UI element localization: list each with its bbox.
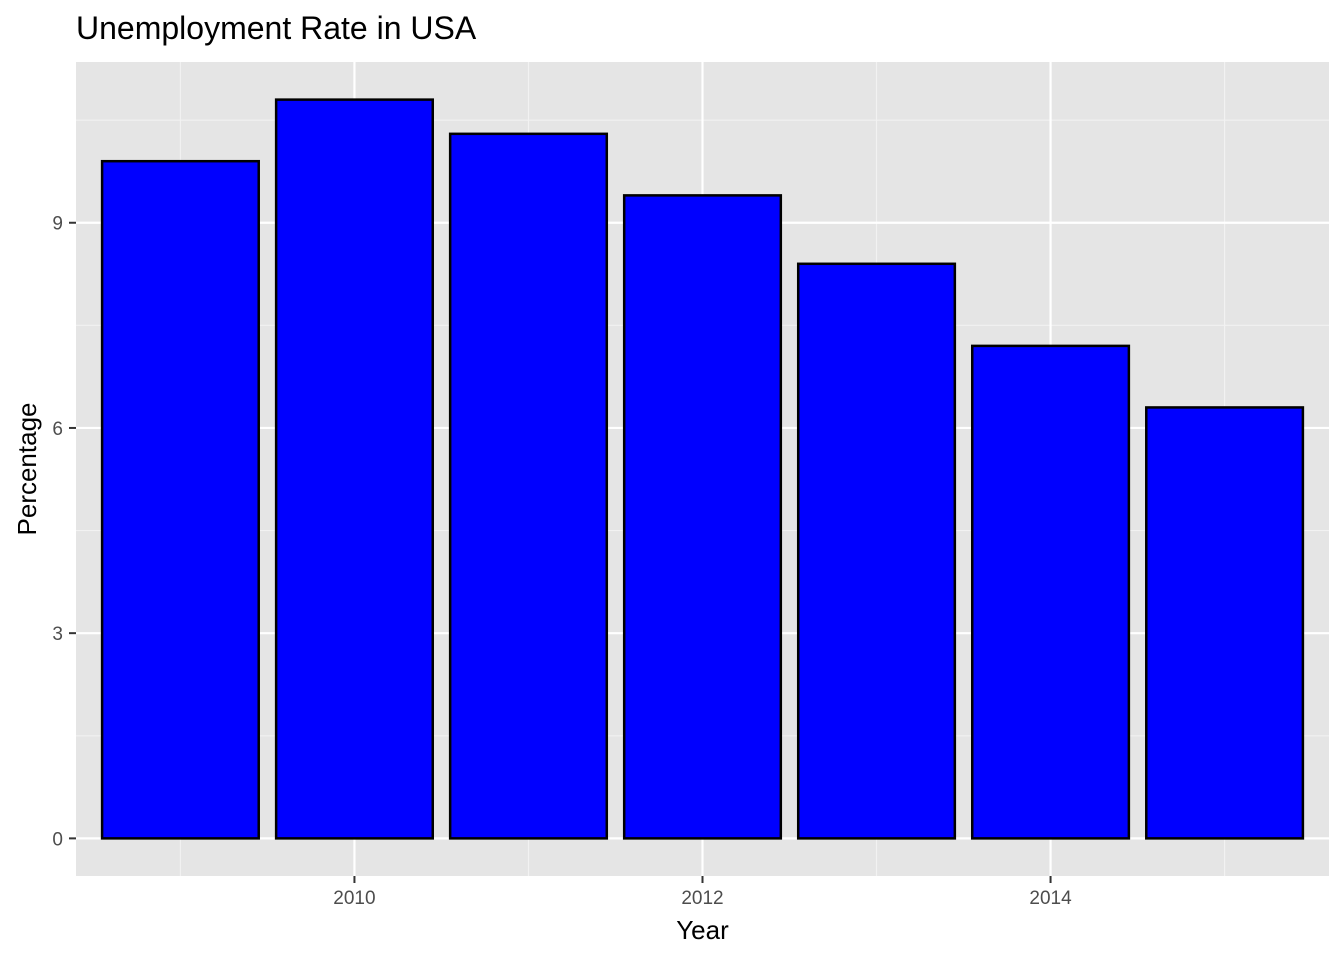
bar-2013 <box>796 262 957 840</box>
axis-ticks: 0 3 6 9 2010 2012 2014 <box>52 214 1072 909</box>
bar-2014 <box>970 344 1131 840</box>
chart-title: Unemployment Rate in USA <box>76 10 477 46</box>
bar-2015 <box>1145 406 1305 840</box>
x-axis-title: Year <box>676 915 729 945</box>
bar-2010 <box>274 98 435 840</box>
bar-2011 <box>448 132 609 840</box>
x-tick-label: 2010 <box>333 888 375 909</box>
bars <box>100 98 1305 840</box>
bar-2009 <box>100 159 260 840</box>
y-tick-label: 9 <box>52 214 63 235</box>
bar-2012 <box>622 194 783 840</box>
x-tick-label: 2012 <box>681 888 723 909</box>
x-tick-label: 2014 <box>1029 888 1072 909</box>
y-axis-title: Percentage <box>12 403 42 536</box>
y-tick-label: 3 <box>52 624 63 645</box>
y-tick-label: 0 <box>52 829 63 850</box>
y-tick-label: 6 <box>52 419 63 440</box>
